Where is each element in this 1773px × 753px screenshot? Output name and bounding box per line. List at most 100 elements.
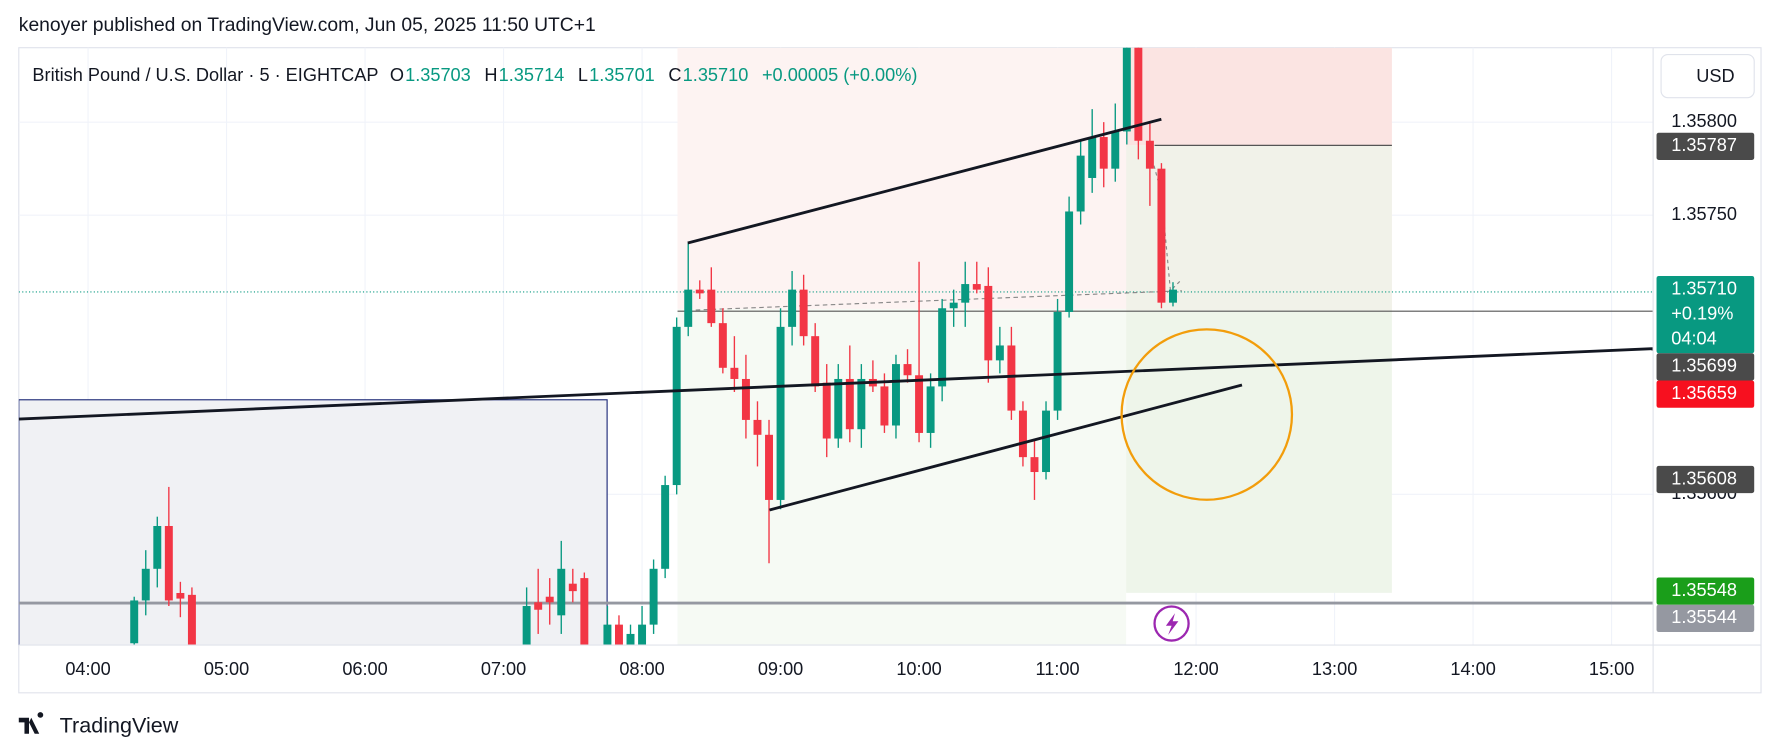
price-label bbox=[1656, 353, 1755, 381]
candle-body bbox=[1145, 140, 1154, 169]
candle-body bbox=[926, 386, 935, 433]
trend-lines bbox=[18, 117, 1654, 642]
candle-body bbox=[938, 308, 947, 387]
x-tick-label: 11:00 bbox=[1036, 659, 1080, 679]
candle-body bbox=[568, 583, 577, 592]
candle-body bbox=[811, 336, 820, 387]
legend-change: +0.00005 (+0.00%) bbox=[762, 65, 917, 85]
axes: 04:00 05:00 06:00 07:00 08:00 09:00 10:00 11:00… bbox=[65, 111, 1755, 679]
candle-body bbox=[753, 419, 762, 435]
legend-key: O bbox=[390, 65, 404, 85]
circle-drawing bbox=[1120, 328, 1294, 501]
candle-body bbox=[603, 624, 612, 646]
candle-body bbox=[176, 592, 185, 599]
trend-line bbox=[687, 117, 1162, 245]
candle-body bbox=[649, 568, 658, 625]
candle-body bbox=[765, 434, 773, 500]
candle-body bbox=[1042, 410, 1050, 473]
candle-body bbox=[707, 289, 716, 324]
legend-value: 1.35703 bbox=[405, 65, 471, 85]
candle-body bbox=[626, 633, 635, 646]
x-tick-label: 08:00 bbox=[619, 659, 664, 679]
candle-body bbox=[1076, 155, 1085, 212]
x-tick-label: 09:00 bbox=[758, 659, 803, 679]
price-label bbox=[1656, 132, 1755, 160]
candle-body bbox=[718, 323, 727, 368]
candle-body bbox=[880, 386, 889, 426]
candle-body bbox=[187, 594, 196, 646]
candle-body bbox=[164, 525, 173, 601]
footer: TradingView bbox=[60, 713, 179, 738]
legend-symbol: British Pound / U.S. Dollar · 5 · EIGHTC… bbox=[32, 65, 378, 85]
x-tick-label: 05:00 bbox=[204, 659, 249, 679]
candle-body bbox=[1122, 47, 1131, 132]
x-tick-label: 15:00 bbox=[1589, 659, 1634, 679]
candle-body bbox=[1088, 137, 1097, 178]
candle-body bbox=[857, 378, 866, 430]
legend-key: C bbox=[668, 65, 681, 85]
price-label-text: 1.35548 bbox=[1671, 580, 1737, 600]
price-label-line: +0.19% bbox=[1671, 303, 1733, 323]
x-tick-label: 07:00 bbox=[481, 659, 526, 679]
position-risk-zone bbox=[677, 47, 1127, 309]
trend-line bbox=[769, 383, 1243, 512]
candle-body bbox=[1157, 168, 1166, 303]
candle-body bbox=[984, 285, 993, 361]
candle-body bbox=[1030, 457, 1039, 473]
x-tick-label: 14:00 bbox=[1450, 659, 1495, 679]
candle-body bbox=[141, 568, 150, 601]
candle-body bbox=[776, 326, 785, 500]
header: kenoyer published on TradingView.com, Ju… bbox=[19, 15, 596, 36]
candle-body bbox=[1099, 137, 1108, 169]
candle-body bbox=[1007, 345, 1016, 411]
x-tick-label: 12:00 bbox=[1173, 659, 1218, 679]
candle-body bbox=[730, 367, 739, 379]
candle-body bbox=[130, 600, 139, 644]
candle-body bbox=[961, 284, 970, 303]
price-label bbox=[1656, 604, 1755, 633]
candle-body bbox=[915, 375, 924, 433]
price-label bbox=[1656, 380, 1755, 408]
candle-body bbox=[799, 289, 808, 337]
logo bbox=[18, 712, 44, 734]
y-tick-label: 1.35800 bbox=[1671, 111, 1737, 131]
candle-body bbox=[788, 289, 797, 327]
candle-body bbox=[972, 284, 981, 290]
candle-body bbox=[545, 596, 554, 603]
candle-body bbox=[153, 525, 162, 569]
price-label bbox=[1656, 577, 1755, 605]
candle-body bbox=[534, 602, 543, 610]
candle-body bbox=[522, 606, 531, 646]
candle-body bbox=[1065, 211, 1074, 312]
candle-body bbox=[995, 345, 1004, 361]
candle-body bbox=[1134, 47, 1143, 141]
lightning-icon bbox=[1165, 613, 1179, 635]
dashed-line bbox=[695, 290, 1182, 311]
candle-body bbox=[949, 302, 958, 309]
candle-body bbox=[672, 326, 681, 486]
price-label-text: 1.35699 bbox=[1671, 356, 1737, 376]
legend-value: 1.35710 bbox=[683, 65, 749, 85]
position-target-zone bbox=[1126, 311, 1392, 593]
trend-line bbox=[18, 347, 1654, 421]
candle-body bbox=[580, 578, 589, 646]
price-label-text: 1.35659 bbox=[1671, 383, 1737, 403]
position-stop-zone bbox=[1126, 47, 1392, 146]
currency-label[interactable]: USD bbox=[1696, 66, 1734, 86]
currency-button[interactable] bbox=[1660, 53, 1755, 99]
candle-body bbox=[661, 485, 670, 569]
candle-body bbox=[557, 568, 566, 616]
candle-body bbox=[903, 364, 912, 376]
candles bbox=[130, 47, 1177, 646]
candle-body bbox=[614, 624, 623, 646]
candle-body bbox=[1111, 131, 1120, 169]
price-label bbox=[1656, 276, 1755, 354]
x-tick-label: 04:00 bbox=[65, 659, 110, 679]
candle-body bbox=[741, 378, 750, 420]
x-tick-label: 06:00 bbox=[342, 659, 387, 679]
rectangle-drawing bbox=[18, 399, 608, 646]
y-tick-label: 1.35750 bbox=[1671, 204, 1737, 224]
legend-value: 1.35714 bbox=[499, 65, 565, 85]
candle-body bbox=[638, 624, 647, 646]
